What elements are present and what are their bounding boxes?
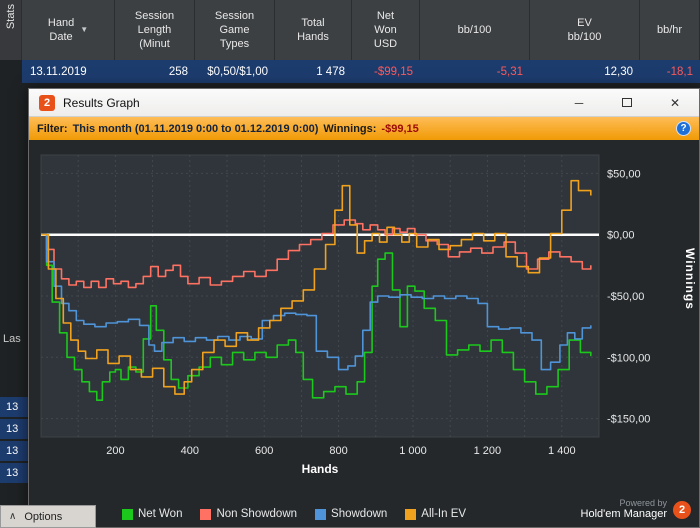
svg-text:$50,00: $50,00	[607, 168, 641, 180]
options-button[interactable]: ∧ Options	[0, 505, 96, 528]
cell-bbhr: -18,1	[666, 65, 693, 78]
cell-total-hands: 1 478	[316, 65, 345, 78]
svg-text:$0,00: $0,00	[607, 230, 635, 242]
all-in-ev-swatch-icon	[405, 508, 417, 520]
svg-text:600: 600	[255, 445, 273, 457]
stats-tab-label: Stats	[4, 4, 17, 30]
svg-text:800: 800	[329, 445, 347, 457]
table-header: Hand Date ▼ Session Length (Minut Session…	[22, 0, 700, 60]
column-header-hand-date[interactable]: Hand Date ▼	[22, 0, 115, 60]
cell-hand-date: 13.11.2019	[30, 65, 87, 78]
help-button[interactable]: ?	[676, 121, 691, 136]
minimize-button[interactable]: ─	[555, 89, 603, 116]
powered-by: Powered by Hold'em Manager 2	[581, 498, 691, 521]
column-header-session-game-types[interactable]: Session Game Types	[195, 0, 275, 60]
filter-bar: Filter: This month (01.11.2019 0:00 to 0…	[29, 117, 699, 140]
filter-range: This month (01.11.2019 0:00 to 01.12.201…	[72, 122, 319, 135]
legend-item-non-showdown[interactable]: Non Showdown	[200, 508, 297, 520]
winnings-label: Winnings:	[323, 122, 377, 135]
hm2-app-icon: 2	[39, 94, 55, 111]
maximize-icon	[622, 98, 632, 107]
cell-bb100: -5,31	[496, 65, 523, 78]
column-header-bbhr[interactable]: bb/hr	[640, 0, 700, 60]
hm2-logo-icon: 2	[673, 500, 691, 519]
maximize-button[interactable]	[603, 89, 651, 116]
column-header-session-length[interactable]: Session Length (Minut	[115, 0, 195, 60]
powered-by-line1: Powered by	[619, 498, 667, 509]
list-item[interactable]: 13	[0, 397, 28, 417]
list-item[interactable]: 13	[0, 441, 28, 461]
net-won-swatch-icon	[121, 508, 133, 520]
svg-text:1 400: 1 400	[548, 445, 576, 457]
window-title: Results Graph	[63, 95, 140, 110]
stats-tab[interactable]: Stats	[0, 0, 22, 60]
powered-by-line2: Hold'em Manager	[580, 508, 667, 521]
cell-game-types: $0,50/$1,00	[207, 65, 268, 78]
cell-ev-bb100: 12,30	[604, 65, 633, 78]
chevron-up-icon: ∧	[9, 511, 17, 522]
table-row[interactable]: 13.11.2019 258 $0,50/$1,00 1 478 -$99,15…	[22, 60, 700, 83]
left-row-strip: 13 13 13 13	[0, 397, 28, 485]
legend-item-all-in-ev[interactable]: All-In EV	[405, 508, 466, 520]
filter-label: Filter:	[37, 122, 68, 135]
results-graph-window: 2 Results Graph ─ ✕ Filter: This month (…	[28, 88, 700, 528]
svg-text:-$50,00: -$50,00	[607, 291, 644, 303]
svg-text:-$100,00: -$100,00	[607, 352, 650, 364]
cell-session-length: 258	[168, 65, 188, 78]
chart-panel: $50,00 $0,00 -$50,00 -$100,00 -$150,00 200 400…	[29, 140, 699, 527]
column-header-ev-bb100[interactable]: EV bb/100	[530, 0, 640, 60]
cell-net-won: -$99,15	[373, 65, 413, 78]
svg-text:200: 200	[106, 445, 124, 457]
svg-text:-$150,00: -$150,00	[607, 414, 650, 426]
winnings-value: -$99,15	[381, 122, 419, 135]
svg-text:400: 400	[181, 445, 199, 457]
svg-text:Hands: Hands	[302, 462, 339, 475]
window-title-bar[interactable]: 2 Results Graph ─ ✕	[29, 89, 699, 117]
svg-text:1 000: 1 000	[399, 445, 427, 457]
legend-item-showdown[interactable]: Showdown	[315, 508, 387, 520]
non-showdown-swatch-icon	[200, 508, 212, 520]
left-partial-column-label: Las	[3, 333, 21, 345]
showdown-swatch-icon	[315, 508, 327, 520]
help-icon: ?	[680, 123, 687, 134]
close-icon: ✕	[669, 95, 681, 110]
chart-legend: Net Won Non Showdown Showdown All-In EV	[59, 508, 529, 520]
options-label: Options	[24, 510, 63, 523]
svg-text:1 200: 1 200	[474, 445, 502, 457]
sort-down-icon[interactable]: ▼	[80, 24, 89, 34]
list-item[interactable]: 13	[0, 463, 28, 483]
minimize-icon: ─	[574, 95, 584, 110]
column-header-bb100[interactable]: bb/100	[420, 0, 530, 60]
y-axis-title: Winnings	[683, 248, 697, 310]
list-item[interactable]: 13	[0, 419, 28, 439]
close-button[interactable]: ✕	[651, 89, 699, 116]
results-chart: $50,00 $0,00 -$50,00 -$100,00 -$150,00 200 400…	[40, 154, 650, 475]
column-header-total-hands[interactable]: Total Hands	[275, 0, 352, 60]
column-header-net-won[interactable]: Net Won USD	[352, 0, 420, 60]
legend-item-net-won[interactable]: Net Won	[121, 508, 182, 520]
